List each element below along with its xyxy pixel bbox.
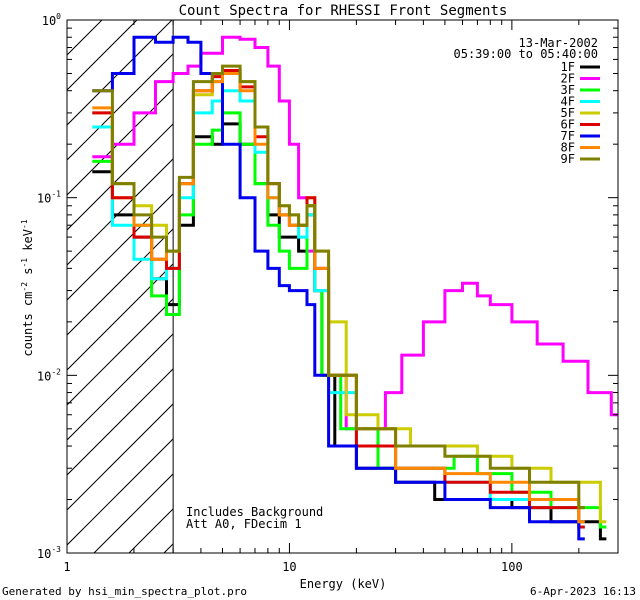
x-tick-label: 1: [63, 560, 70, 574]
series-9F-line: [92, 64, 585, 510]
annotation-attenuator: Att A0, FDecim 1: [186, 517, 302, 531]
legend-label-1F: 1F: [561, 60, 575, 74]
series-1F-line: [92, 122, 607, 541]
series-5F-line: [92, 72, 607, 524]
hatch-line: [67, 20, 173, 126]
legend-label-5F: 5F: [561, 106, 575, 120]
legend-label-4F: 4F: [561, 95, 575, 109]
hatch-line: [67, 193, 174, 301]
hatch-line: [67, 53, 174, 161]
y-axis-label: counts cm-2 s-1 keV-1: [20, 219, 35, 356]
legend-label-8F: 8F: [561, 141, 575, 155]
hatch-line: [67, 263, 174, 371]
hatch-line: [67, 20, 68, 21]
y-label-base: counts cm: [21, 292, 35, 357]
y-tick-label: 10-2: [37, 367, 61, 383]
series-7F-line: [92, 35, 585, 541]
annotation-background: Includes Background: [186, 505, 323, 519]
series-group: [92, 35, 618, 541]
legend-label-3F: 3F: [561, 83, 575, 97]
hatch-line: [67, 20, 103, 56]
hatch-line: [67, 403, 174, 511]
footer-timestamp: 6-Apr-2023 16:13: [530, 585, 636, 598]
hatch-line: [67, 88, 174, 196]
hatched-attenuator-region: [67, 20, 174, 553]
legend-label-7F: 7F: [561, 129, 575, 143]
y-tick-label: 10-3: [37, 545, 61, 561]
y-tick-label: 10-1: [37, 190, 61, 206]
hatch-line: [67, 368, 174, 476]
hatch-line: [93, 473, 174, 553]
y-label-mid: s: [21, 268, 35, 282]
hatch-line: [67, 438, 174, 546]
y-label-tail: keV: [21, 229, 35, 258]
y-label-exp2: -1: [20, 258, 29, 268]
legend-label-6F: 6F: [561, 118, 575, 132]
plot-frame: [66, 19, 619, 554]
y-tick-label: 100: [42, 12, 61, 28]
y-label-exp1: -2: [20, 282, 29, 292]
x-axis: 1 10 100: [63, 20, 619, 574]
x-axis-label: Energy (keV): [300, 577, 387, 591]
legend-label-2F: 2F: [561, 72, 575, 86]
series-2F-line: [92, 35, 618, 431]
y-label-exp3: -1: [20, 219, 29, 229]
y-axis: 10-3 10-2 10-1 100: [37, 12, 618, 561]
time-range-label: 05:39:00 to 05:40:00: [454, 47, 599, 61]
chart-title: Count Spectra for RHESSI Front Segments: [179, 3, 508, 19]
x-tick-label: 10: [282, 560, 296, 574]
date-label: 13-Mar-2002: [519, 36, 598, 50]
series-3F-line: [92, 111, 607, 529]
legend-label-9F: 9F: [561, 152, 575, 166]
generated-by-label: Generated by hsi_min_spectra_plot.pro: [2, 585, 247, 598]
hatch-line: [67, 228, 174, 336]
x-tick-label: 100: [501, 560, 523, 574]
hatch-line: [67, 298, 174, 406]
